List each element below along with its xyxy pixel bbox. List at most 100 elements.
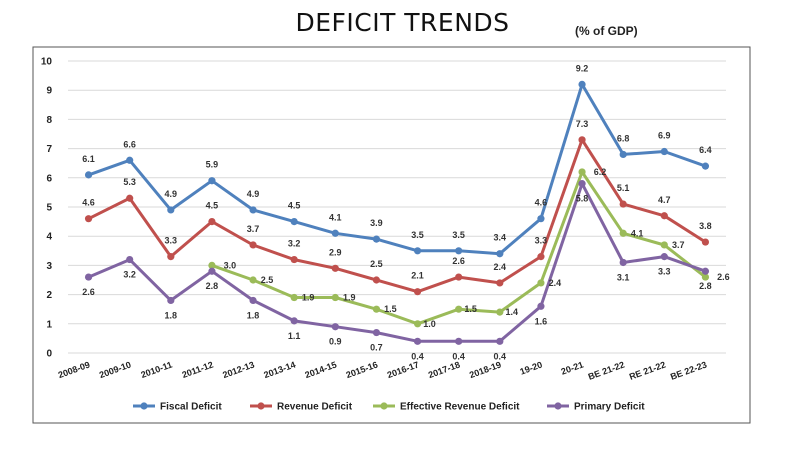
- revenue-deficit-point: [619, 200, 627, 208]
- effective-revenue-deficit-point: [372, 305, 381, 313]
- effective-revenue-deficit-point: [537, 279, 545, 287]
- effective-revenue-deficit-data-label: 1.5: [464, 304, 477, 314]
- fiscal-deficit-point: [331, 229, 339, 237]
- fiscal-deficit-data-label: 6.8: [617, 133, 630, 143]
- y-axis-ticks: 0 1 2 3 4 5 6 7 8 9 10: [41, 57, 53, 360]
- primary-deficit-data-label: 3.2: [123, 270, 136, 280]
- legend-marker: [257, 402, 265, 410]
- legend-item-primary-deficit: Primary Deficit: [547, 402, 645, 413]
- fiscal-deficit-point: [249, 206, 257, 214]
- effective-revenue-deficit-data-label: 2.6: [717, 272, 730, 282]
- legend-marker: [380, 402, 388, 410]
- fiscal-deficit-point: [208, 177, 216, 185]
- y-tick-label: 2: [46, 290, 52, 301]
- legend-marker: [140, 402, 148, 410]
- fiscal-deficit-point: [455, 247, 463, 255]
- effective-revenue-deficit-data-label: 3.7: [672, 240, 685, 250]
- y-tick-label: 4: [46, 232, 52, 243]
- primary-deficit-point: [578, 180, 586, 188]
- y-tick-label: 6: [46, 173, 52, 184]
- revenue-deficit-data-label: 4.7: [658, 195, 671, 205]
- fiscal-deficit-line: [88, 82, 706, 256]
- revenue-deficit-point: [249, 241, 257, 249]
- fiscal-deficit-point: [578, 80, 586, 88]
- legend-marker: [554, 402, 562, 410]
- y-tick-label: 9: [46, 86, 52, 97]
- revenue-deficit-point: [167, 253, 175, 261]
- revenue-deficit-point: [84, 215, 93, 223]
- fiscal-deficit-point: [413, 247, 422, 255]
- legend-label: Effective Revenue Deficit: [400, 402, 520, 413]
- primary-deficit-point: [619, 258, 627, 267]
- x-tick-label: BE 21-22: [587, 359, 626, 381]
- primary-deficit-point: [167, 296, 175, 305]
- effective-revenue-deficit-data-label: 3.0: [224, 260, 237, 270]
- effective-revenue-deficit-point: [249, 276, 257, 284]
- y-tick-label: 5: [46, 203, 52, 214]
- fiscal-deficit-point: [290, 218, 298, 226]
- y-tick-label: 3: [46, 261, 52, 272]
- revenue-deficit-data-label: 5.3: [123, 177, 136, 187]
- fiscal-deficit-data-label: 4.6: [535, 198, 548, 208]
- fiscal-deficit-point: [619, 150, 627, 159]
- revenue-deficit-data-label: 4.5: [206, 201, 219, 211]
- revenue-deficit-data-label: 3.8: [699, 221, 712, 231]
- effective-revenue-deficit-point: [413, 320, 422, 328]
- chart-frame: [32, 46, 751, 424]
- revenue-deficit-point: [413, 288, 422, 296]
- primary-deficit-point: [537, 302, 545, 310]
- x-axis-ticks: 2008-09 2009-10 2010-11 2011-12 2012-13 2013-…: [57, 359, 708, 381]
- effective-revenue-deficit-point: [701, 273, 710, 281]
- revenue-deficit-point: [578, 136, 586, 144]
- revenue-deficit-point: [660, 212, 668, 220]
- chart-subtitle: (% of GDP): [575, 24, 638, 38]
- revenue-deficit-point: [701, 238, 710, 246]
- y-tick-label: 7: [46, 144, 52, 155]
- fiscal-deficit-data-label: 4.9: [247, 189, 260, 199]
- effective-revenue-deficit-point: [578, 168, 586, 176]
- fiscal-deficit-point: [537, 215, 545, 223]
- revenue-deficit-data-label: 2.6: [452, 256, 465, 266]
- legend: Fiscal Deficit Revenue Deficit Effective R…: [133, 402, 645, 413]
- revenue-deficit-point: [496, 279, 504, 287]
- primary-deficit-point: [331, 323, 339, 331]
- revenue-deficit-point: [126, 194, 134, 202]
- x-tick-label: 2015-16: [345, 359, 379, 380]
- effective-revenue-deficit-point: [331, 293, 339, 302]
- effective-revenue-deficit-point: [455, 305, 463, 313]
- effective-revenue-deficit-data-label: 1.5: [384, 304, 397, 314]
- primary-deficit-data-label: 0.4: [411, 351, 424, 361]
- revenue-deficit-data-label: 2.5: [370, 259, 383, 269]
- legend-label: Revenue Deficit: [277, 402, 353, 413]
- primary-deficit-data-label: 0.9: [329, 337, 342, 347]
- primary-deficit-data-label: 2.8: [206, 281, 219, 291]
- y-tick-label: 8: [46, 115, 52, 126]
- x-tick-label: 20-21: [560, 359, 585, 376]
- primary-deficit-point: [372, 328, 381, 337]
- fiscal-deficit-data-label: 6.1: [82, 154, 95, 164]
- primary-deficit-point: [84, 273, 93, 281]
- effective-revenue-deficit-data-label: 6.2: [594, 167, 607, 177]
- x-tick-label: RE 21-22: [628, 359, 667, 381]
- primary-deficit-data-label: 2.6: [82, 287, 95, 297]
- primary-deficit-data-label: 3.1: [617, 272, 630, 282]
- revenue-deficit-data-label: 2.1: [411, 271, 424, 281]
- fiscal-deficit-point: [701, 162, 710, 170]
- fiscal-deficit-point: [167, 206, 175, 214]
- revenue-deficit-data-label: 3.7: [247, 224, 260, 234]
- revenue-deficit-point: [455, 273, 463, 281]
- x-tick-label: 2011-12: [181, 359, 215, 380]
- primary-deficit-line: [88, 182, 706, 343]
- fiscal-deficit-point: [496, 250, 504, 258]
- primary-deficit-data-label: 1.6: [535, 316, 548, 326]
- primary-deficit-data-label: 0.4: [494, 351, 507, 361]
- effective-revenue-deficit-data-label: 1.9: [343, 293, 356, 303]
- revenue-deficit-point: [208, 218, 216, 226]
- effective-revenue-deficit-point: [290, 293, 298, 302]
- primary-deficit-point: [455, 337, 463, 345]
- effective-revenue-deficit-data-label: 1.0: [423, 319, 436, 329]
- fiscal-deficit-point: [372, 235, 381, 243]
- fiscal-deficit-data-label: 3.5: [411, 230, 424, 240]
- primary-deficit-data-label: 1.1: [288, 331, 301, 341]
- x-tick-label: 2012-13: [221, 359, 255, 380]
